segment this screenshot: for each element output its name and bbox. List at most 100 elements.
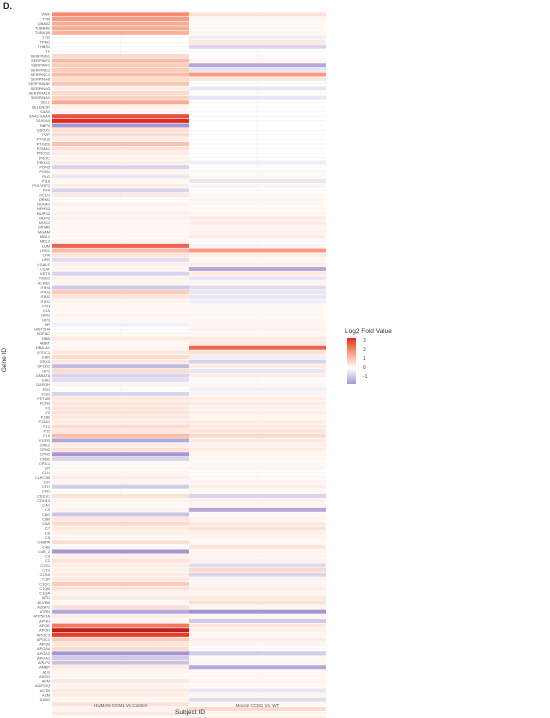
heatmap-cell [52,568,189,573]
heatmap-cell [189,216,326,221]
heatmap-cell [52,609,189,614]
y-tick-label: CFH [42,484,50,489]
y-tick-label: A1BG [40,697,50,702]
heatmap-cell [189,12,326,17]
y-tick-label: C1RA [40,572,51,577]
heatmap-cell [189,572,326,577]
y-tick-label: PRDX2 [37,160,50,165]
heatmap-cell [52,128,189,133]
heatmap-cell [189,202,326,207]
y-tick-label: SERPINF2 [31,58,50,63]
heatmap-cell [52,123,189,128]
heatmap-cell [52,563,189,568]
y-tick-label: FCN3 [40,401,50,406]
heatmap-cell [189,331,326,336]
heatmap-cell [52,12,189,17]
heatmap-cell [52,498,189,503]
legend-tick: -1 [363,374,368,380]
heatmap-cell [189,174,326,179]
heatmap-cell [52,373,189,378]
heatmap-cell [52,507,189,512]
heatmap-cell [52,429,189,434]
y-tick-label: CPN2 [40,447,50,452]
heatmap-cell [52,192,189,197]
heatmap-cell [52,104,189,109]
heatmap-cell [189,419,326,424]
heatmap-cell [189,660,326,665]
heatmap-cell [189,197,326,202]
y-tick-label: HP [45,322,51,327]
heatmap-cell [52,114,189,119]
heatmap-cell [189,480,326,485]
heatmap-cell [52,549,189,554]
heatmap-cell [189,382,326,387]
heatmap-cell [52,697,189,702]
heatmap-cell [52,216,189,221]
heatmap-cell [52,674,189,679]
y-tick-label: CA1 [42,503,50,508]
y-tick-label: C4BPA [38,540,51,545]
heatmap-cell [52,359,189,364]
y-tick-label: LGALS [37,262,50,267]
y-tick-label: C1QB [39,586,50,591]
y-tick-label: IGA [43,308,50,313]
heatmap-cell [189,415,326,420]
heatmap-cell [52,618,189,623]
y-tick-label: APOA2 [37,651,50,656]
y-tick-label: ADIPOQ [35,683,50,688]
y-tick-label: PON1 [39,169,50,174]
heatmap-cell [52,63,189,68]
heatmap-cell [189,628,326,633]
heatmap-cell [189,26,326,31]
heatmap-cell [189,253,326,258]
y-tick-label: SERPING1 [30,53,50,58]
heatmap-cell [189,364,326,369]
heatmap-cell [189,433,326,438]
heatmap-cell [52,382,189,387]
y-tick-label: APOC1 [37,637,50,642]
heatmap-cell [189,558,326,563]
heatmap-cell [52,364,189,369]
heatmap-cell [52,317,189,322]
heatmap-cell [189,577,326,582]
heatmap-cell [189,313,326,318]
heatmap-cell [52,188,189,193]
heatmap-cell [189,373,326,378]
x-tick-label: HUMAN CCM1 Vs Control [94,703,147,708]
heatmap-cell [52,461,189,466]
heatmap-cell [52,669,189,674]
y-tick-label: PSMA1 [37,146,50,151]
heatmap-cell [189,521,326,526]
y-tick-label: APOE [39,623,50,628]
heatmap-cell [52,433,189,438]
heatmap-cell [52,266,189,272]
heatmap-cell [189,642,326,647]
heatmap-cell [189,581,326,586]
heatmap-cell [52,554,189,559]
heatmap-cell [52,628,189,633]
y-tick-label: BLVRB [38,600,51,605]
y-tick-label: C8A [42,521,50,526]
y-tick-label: SERPINA1 [31,95,50,100]
heatmap-cell [52,535,189,540]
heatmap-cell [189,243,326,248]
heatmap-cell [189,169,326,174]
y-tick-label: EGFR [39,438,50,443]
y-tick-label: LIFR [42,257,51,262]
heatmap-cell [52,651,189,656]
y-tick-label: CRK1 [40,442,50,447]
heatmap-cell [52,225,189,230]
heatmap-cell [189,711,326,716]
heatmap-cell [52,378,189,383]
y-tick-label: CPB2 [40,456,50,461]
heatmap-cell [52,396,189,401]
heatmap-cell [189,63,326,68]
heatmap-cell [52,530,189,535]
legend-color-bar [347,338,356,384]
heatmap-cell [52,183,189,188]
heatmap-cell [52,665,189,670]
y-tick-label: BTD [42,595,50,600]
heatmap-cell [52,540,189,545]
heatmap-cell [189,489,326,494]
y-tick-label: AZGP1 [37,604,50,609]
